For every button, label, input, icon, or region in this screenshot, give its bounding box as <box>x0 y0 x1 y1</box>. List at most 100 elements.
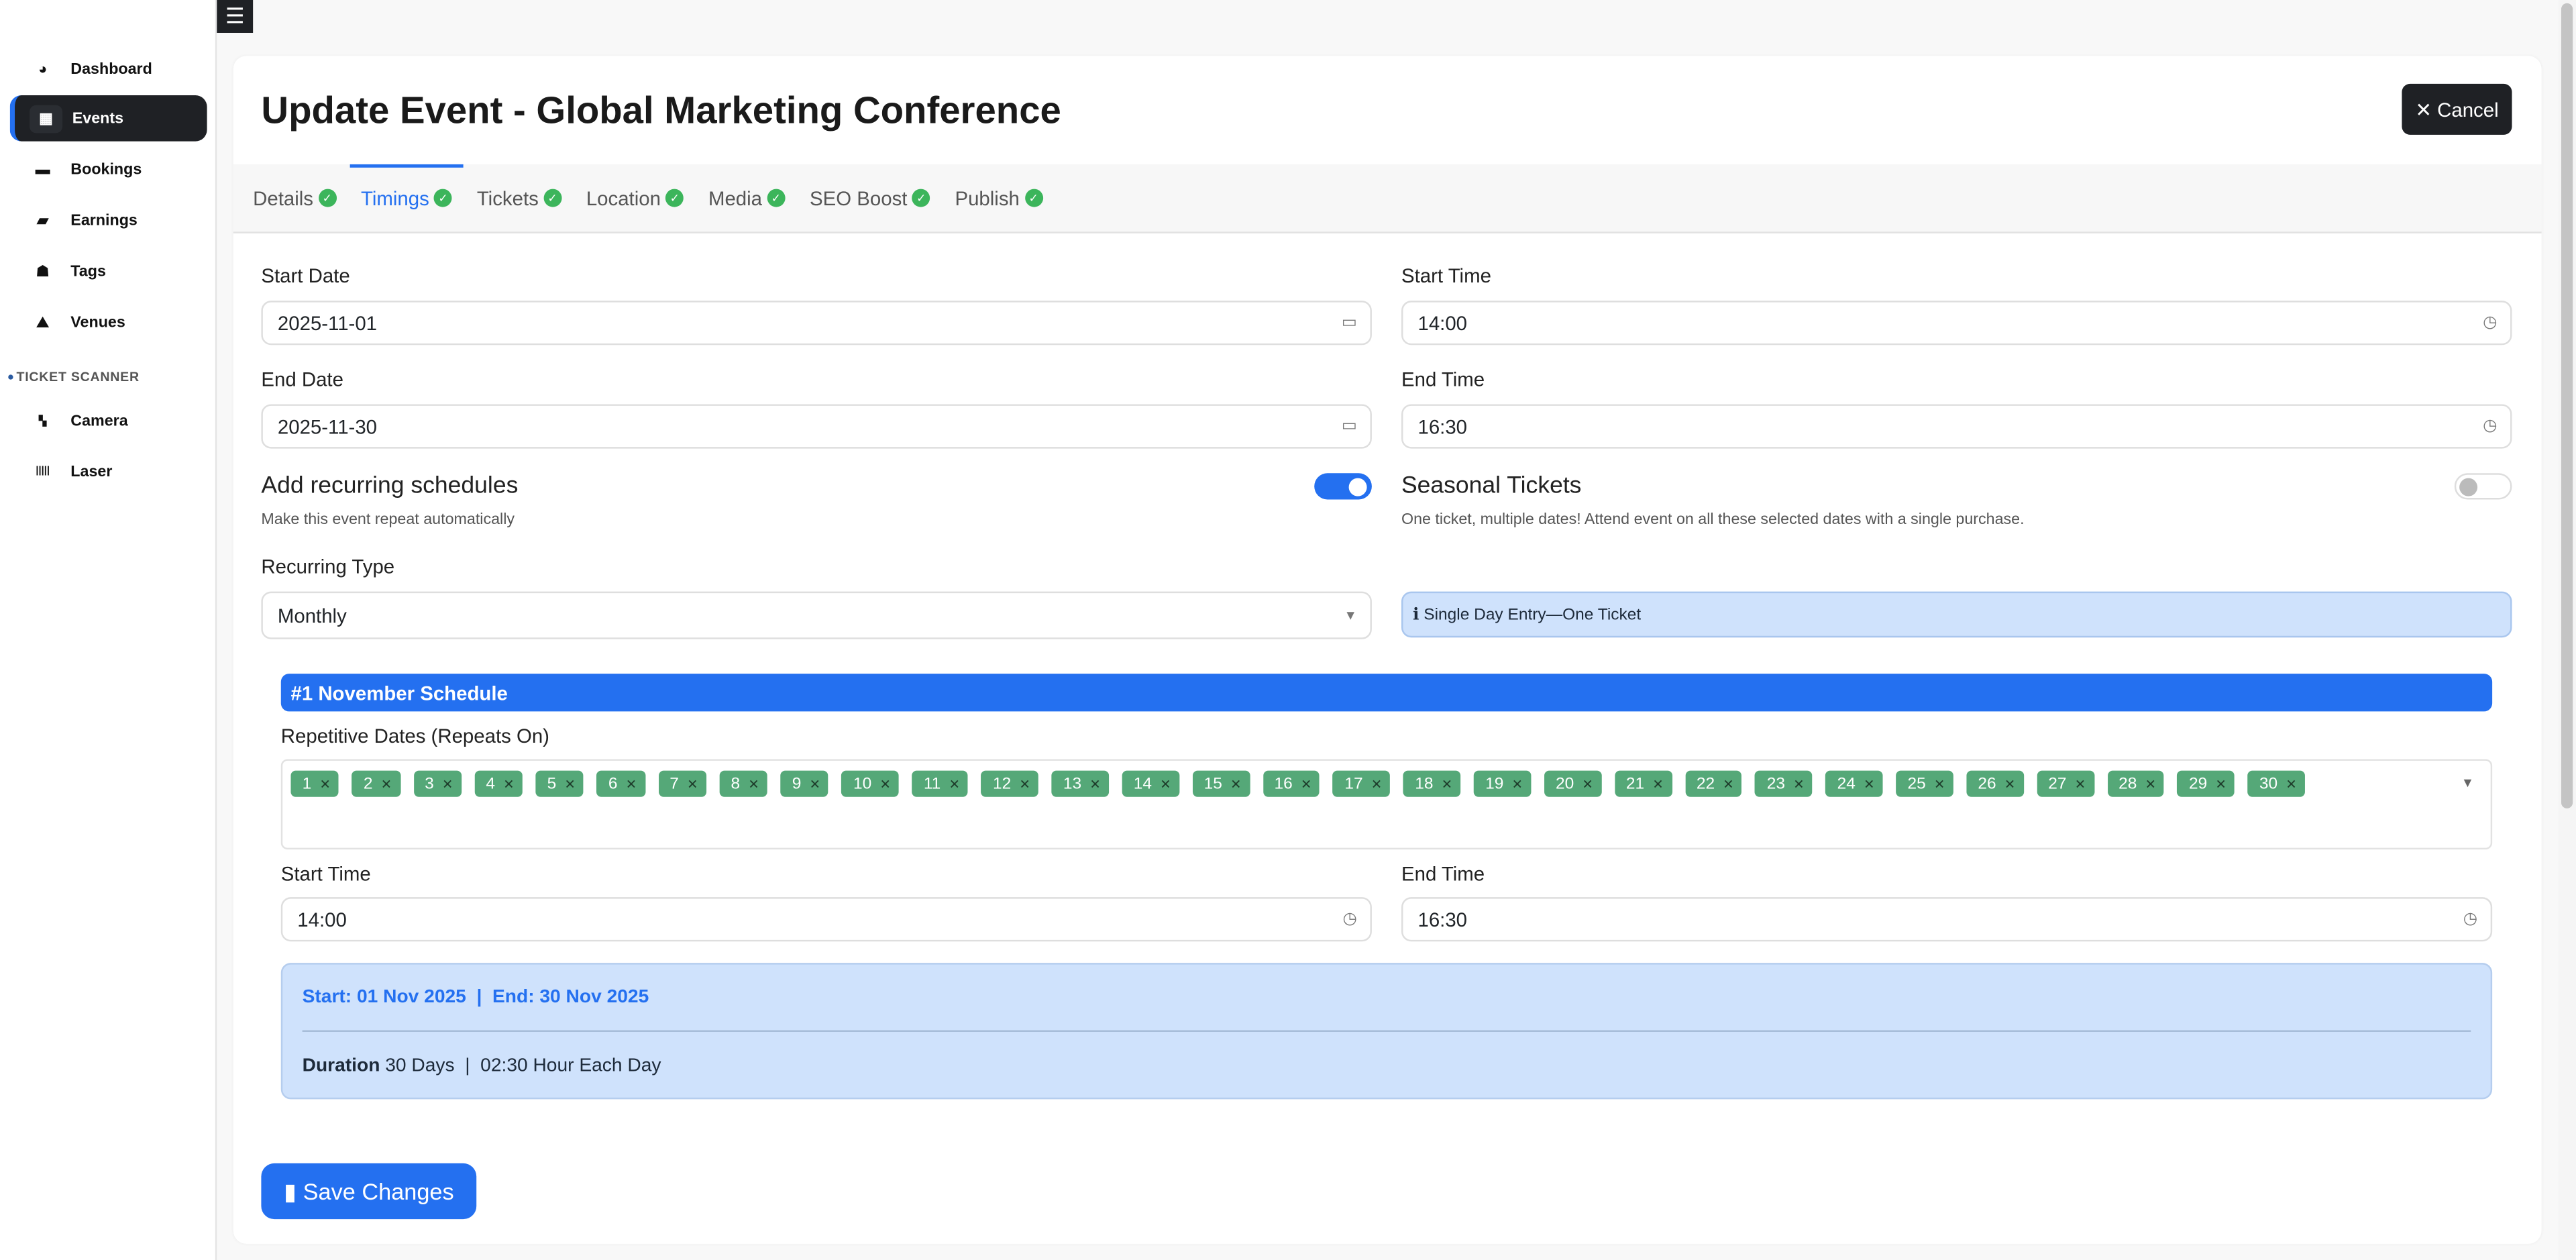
clock-icon[interactable]: ◷ <box>2483 417 2498 435</box>
main-card: Update Event - Global Marketing Conferen… <box>233 56 2542 1244</box>
check-circle-icon: ✓ <box>318 189 337 207</box>
tab-details[interactable]: Details ✓ <box>253 164 337 233</box>
remove-icon[interactable]: ✕ <box>1371 776 1383 792</box>
check-circle-icon: ✓ <box>1024 189 1043 207</box>
date-chip: 16 ✕ <box>1263 770 1320 797</box>
tab-label: Details <box>253 186 313 210</box>
tab-timings[interactable]: Timings ✓ <box>350 163 464 233</box>
remove-icon[interactable]: ✕ <box>879 776 891 792</box>
start-date-value: 2025-11-01 <box>277 311 378 335</box>
date-chip: 28 ✕ <box>2106 770 2165 797</box>
remove-icon[interactable]: ✕ <box>503 776 515 792</box>
tab-location[interactable]: Location ✓ <box>586 164 684 233</box>
tab-publish[interactable]: Publish ✓ <box>955 164 1043 233</box>
remove-icon[interactable]: ✕ <box>1441 776 1453 792</box>
schedule-start-time-input[interactable]: 14:00 ◷ <box>280 897 1372 942</box>
remove-icon[interactable]: ✕ <box>625 776 637 792</box>
remove-icon[interactable]: ✕ <box>1160 776 1171 792</box>
start-time-input[interactable]: 14:00 ◷ <box>1401 301 2512 346</box>
date-chip-label: 5 <box>547 774 557 793</box>
remove-icon[interactable]: ✕ <box>380 776 392 792</box>
remove-icon[interactable]: ✕ <box>564 776 576 792</box>
remove-icon[interactable]: ✕ <box>2286 776 2297 792</box>
sidebar-item-label: Bookings <box>70 160 142 178</box>
remove-icon[interactable]: ✕ <box>319 776 331 792</box>
remove-icon[interactable]: ✕ <box>1582 776 1593 792</box>
remove-icon[interactable]: ✕ <box>1089 776 1101 792</box>
date-chip-label: 29 <box>2189 774 2208 793</box>
calendar-icon[interactable]: ▭ <box>1341 417 1357 435</box>
tab-media[interactable]: Media ✓ <box>708 164 786 233</box>
cancel-button[interactable]: ✕ Cancel <box>2402 83 2512 135</box>
remove-icon[interactable]: ✕ <box>2004 776 2016 792</box>
date-chip-label: 30 <box>2259 774 2278 793</box>
date-chip-label: 27 <box>2048 774 2067 793</box>
date-chip-label: 15 <box>1203 774 1222 793</box>
repetitive-dates-select[interactable]: ▼ 1 ✕ 2 ✕ 3 ✕ 4 ✕ 5 ✕ 6 ✕ 7 ✕ 8 ✕ 9 ✕ 10 ✕ 11 ✕ 12 ✕ 13 ✕ 14 ✕ 15 ✕ 16 ✕… <box>280 759 2493 850</box>
end-date-input[interactable]: 2025-11-30 ▭ <box>261 404 1372 449</box>
schedule-end-time-input[interactable]: 16:30 ◷ <box>1401 897 2493 942</box>
date-chip-label: 23 <box>1766 774 1785 793</box>
sidebar-item-laser[interactable]: ||||| Laser <box>10 449 207 495</box>
end-date-value: 2025-11-30 <box>277 415 378 438</box>
date-chip: 26 ✕ <box>1966 770 2024 797</box>
remove-icon[interactable]: ✕ <box>1793 776 1805 792</box>
tab-seo-boost[interactable]: SEO Boost ✓ <box>810 164 930 233</box>
recurring-toggle[interactable] <box>1314 473 1372 500</box>
sidebar-item-earnings[interactable]: ▰ Earnings <box>10 197 207 244</box>
gauge-icon: ◕ <box>38 60 48 78</box>
remove-icon[interactable]: ✕ <box>748 776 759 792</box>
date-chip-label: 3 <box>425 774 434 793</box>
date-chip-label: 9 <box>792 774 802 793</box>
remove-icon[interactable]: ✕ <box>1300 776 1312 792</box>
clock-icon[interactable]: ◷ <box>2463 910 2478 929</box>
caret-down-icon[interactable]: ▼ <box>2461 775 2475 790</box>
remove-icon[interactable]: ✕ <box>1230 776 1242 792</box>
sd-card-icon: ▮ <box>283 1177 297 1204</box>
remove-icon[interactable]: ✕ <box>2215 776 2226 792</box>
menu-toggle-button[interactable]: ☰ <box>217 0 254 33</box>
sidebar-item-dashboard[interactable]: ◕ Dashboard <box>10 46 207 93</box>
date-chip: 19 ✕ <box>1474 770 1532 797</box>
date-chip-label: 16 <box>1274 774 1293 793</box>
wallet-icon: ▰ <box>37 211 49 228</box>
remove-icon[interactable]: ✕ <box>1864 776 1875 792</box>
sidebar-item-bookings[interactable]: ▬ Bookings <box>10 146 207 193</box>
date-chip: 18 ✕ <box>1403 770 1461 797</box>
schedule-end-time-value: 16:30 <box>1417 908 1468 931</box>
tab-label: Location <box>586 186 661 210</box>
remove-icon[interactable]: ✕ <box>809 776 821 792</box>
recurring-type-select[interactable]: Monthly ▼ <box>261 591 1372 639</box>
remove-icon[interactable]: ✕ <box>2145 776 2157 792</box>
page-scrollbar[interactable] <box>2558 0 2576 1260</box>
remove-icon[interactable]: ✕ <box>1723 776 1734 792</box>
remove-icon[interactable]: ✕ <box>1933 776 1945 792</box>
seasonal-toggle[interactable] <box>2454 473 2512 500</box>
remove-icon[interactable]: ✕ <box>2074 776 2086 792</box>
save-changes-button[interactable]: ▮ Save Changes <box>261 1163 477 1220</box>
sidebar-item-camera[interactable]: ▚ Camera <box>10 398 207 444</box>
date-chip: 13 ✕ <box>1051 770 1109 797</box>
schedule-header: #1 November Schedule <box>280 674 2493 712</box>
remove-icon[interactable]: ✕ <box>687 776 698 792</box>
remove-icon[interactable]: ✕ <box>1652 776 1664 792</box>
sidebar-item-events[interactable]: ▦ Events <box>9 95 207 142</box>
remove-icon[interactable]: ✕ <box>442 776 453 792</box>
scrollbar-thumb[interactable] <box>2561 3 2573 808</box>
date-chip: 20 ✕ <box>1544 770 1602 797</box>
start-time-value: 14:00 <box>1417 311 1468 335</box>
remove-icon[interactable]: ✕ <box>949 776 960 792</box>
calendar-icon[interactable]: ▭ <box>1341 313 1357 332</box>
date-chip: 24 ✕ <box>1825 770 1883 797</box>
start-date-input[interactable]: 2025-11-01 ▭ <box>261 301 1372 346</box>
sidebar-item-tags[interactable]: ☗ Tags <box>10 248 207 295</box>
clock-icon[interactable]: ◷ <box>1342 910 1357 929</box>
clock-icon[interactable]: ◷ <box>2483 313 2498 332</box>
remove-icon[interactable]: ✕ <box>1019 776 1030 792</box>
date-chip: 23 ✕ <box>1755 770 1813 797</box>
sidebar-item-venues[interactable]: ⛰ Venues <box>10 299 207 346</box>
tab-tickets[interactable]: Tickets ✓ <box>477 164 562 233</box>
end-time-value: 16:30 <box>1417 415 1468 438</box>
end-time-input[interactable]: 16:30 ◷ <box>1401 404 2512 449</box>
remove-icon[interactable]: ✕ <box>1511 776 1523 792</box>
